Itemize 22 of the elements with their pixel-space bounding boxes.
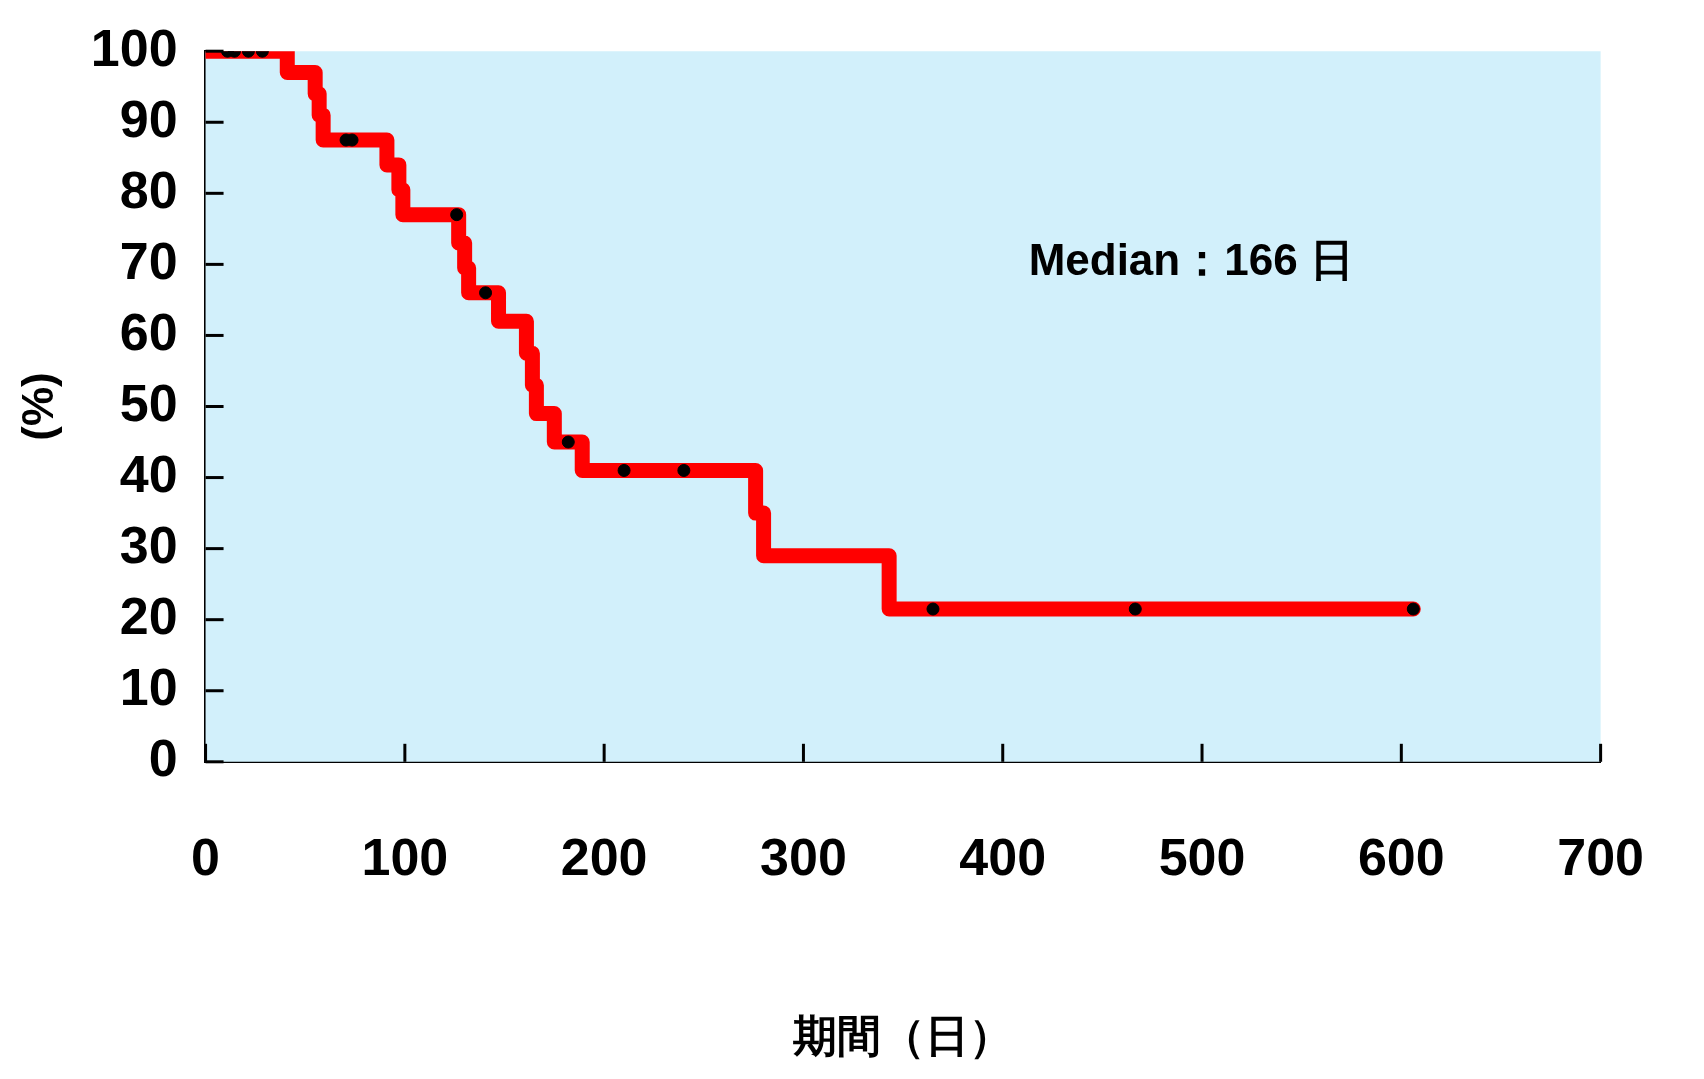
y-axis-title: (%) xyxy=(12,372,62,441)
y-tick-label: 40 xyxy=(119,444,178,503)
y-tick-label: 80 xyxy=(119,160,178,219)
y-tick-label: 50 xyxy=(119,373,178,432)
x-tick-label: 500 xyxy=(1158,828,1246,887)
x-tick-label: 200 xyxy=(560,828,648,887)
x-tick-label: 0 xyxy=(191,828,221,887)
x-tick-label: 300 xyxy=(760,828,847,887)
y-tick-label: 60 xyxy=(119,302,178,361)
x-tick-label: 600 xyxy=(1357,828,1445,887)
y-tick-label: 20 xyxy=(119,587,178,646)
x-tick-label: 400 xyxy=(959,828,1047,887)
y-tick-label: 10 xyxy=(119,658,178,717)
annotation: Median：166 日 xyxy=(1028,235,1354,285)
y-tick-label: 90 xyxy=(119,89,178,148)
x-tick-label: 100 xyxy=(361,828,449,887)
y-tick-label: 70 xyxy=(119,231,178,290)
y-tick-label: 0 xyxy=(148,729,178,788)
y-tick-label: 100 xyxy=(90,18,178,77)
x-tick-label: 700 xyxy=(1557,828,1644,887)
y-tick-label: 30 xyxy=(119,515,178,574)
x-axis-title: 期間（日） xyxy=(793,1010,1014,1060)
